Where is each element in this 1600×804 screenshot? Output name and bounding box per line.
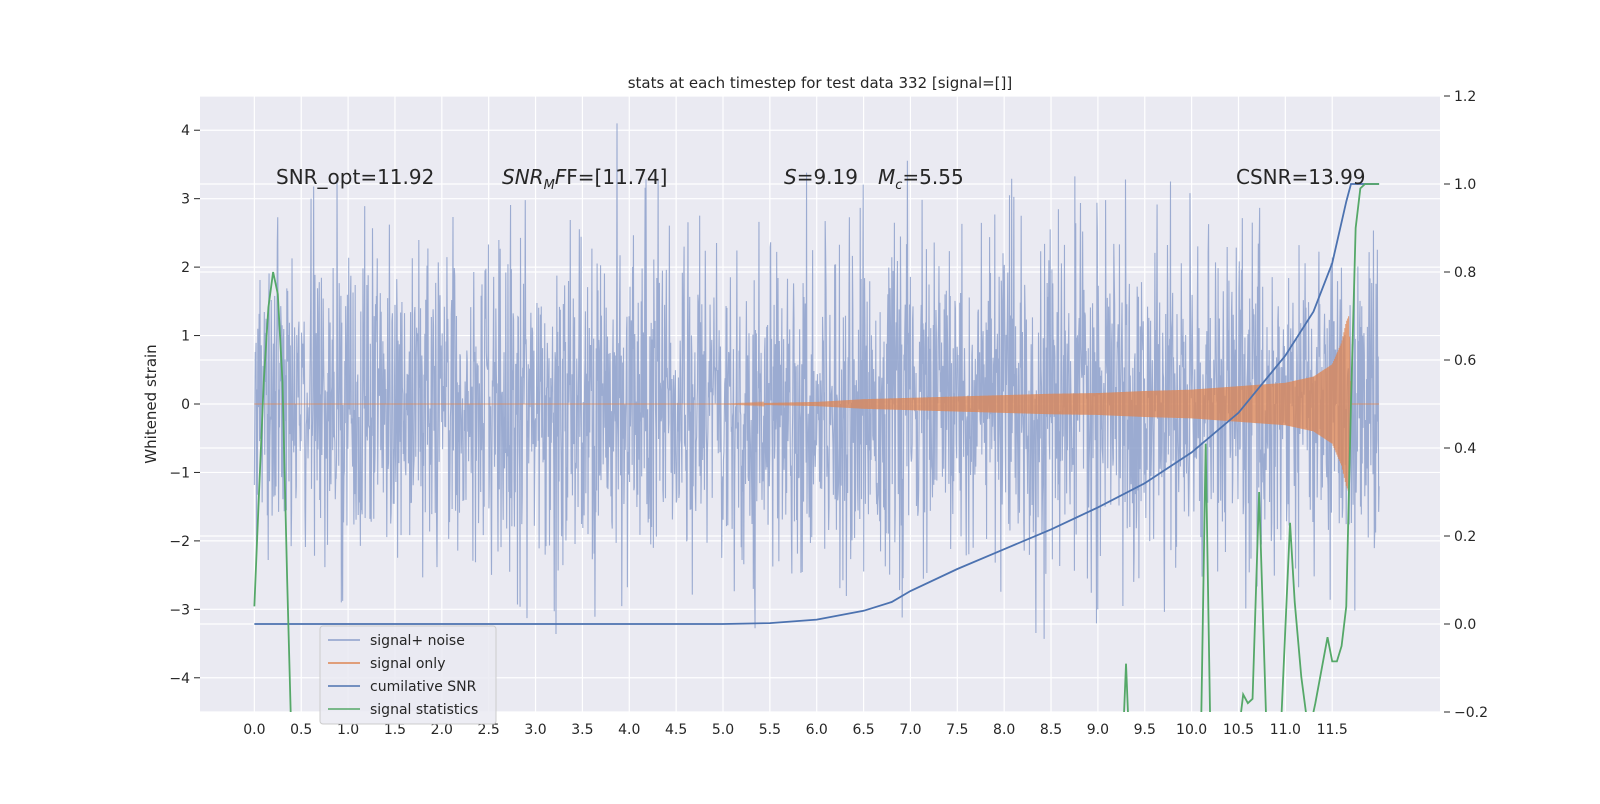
y-tick-label: −4: [169, 671, 190, 687]
y2-tick-label: 0.6: [1454, 353, 1476, 369]
x-tick-label: 3.0: [524, 722, 546, 738]
legend-label-signal-noise: signal+ noise: [370, 633, 465, 649]
legend: signal+ noise signal only cumilative SNR…: [319, 625, 497, 725]
x-tick-label: 8.0: [993, 722, 1015, 738]
series-line-cumulative-snr: [254, 183, 1380, 625]
y2-tick-label: 0.0: [1454, 617, 1476, 633]
y-tick-label: −2: [169, 534, 190, 550]
legend-label-signal-only: signal only: [370, 656, 445, 672]
y2-tick-label: −0.2: [1454, 705, 1488, 721]
annotation-snr-opt: SNR_opt=11.92: [276, 165, 434, 189]
x-tick-label: 0.5: [290, 722, 312, 738]
axis-layer: 0.0 0.5 1.0 1.5 2.0 2.5 3.0 3.5 4.0 4.5 5.0 5.5 6.0 6…: [169, 89, 1488, 738]
chart-title: stats at each timestep for test data 332…: [628, 74, 1013, 92]
x-tick-label: 10.5: [1223, 722, 1254, 738]
y-tick-label: 2: [181, 260, 190, 276]
x-tick-label: 4.5: [665, 722, 687, 738]
y2-tick-label: 1.2: [1454, 89, 1476, 105]
x-tick-label: 7.5: [946, 722, 968, 738]
y-tick-label: −1: [169, 465, 190, 481]
annotation-snr-mf: SNRMFF=[11.74]: [502, 165, 667, 193]
x-tick-label: 6.5: [852, 722, 874, 738]
x-tick-label: 4.0: [618, 722, 640, 738]
x-tick-label: 6.0: [806, 722, 828, 738]
y-tick-label: −3: [169, 602, 190, 618]
y-tick-label: 0: [181, 397, 190, 413]
y-axis-label: Whitened strain: [142, 344, 160, 463]
x-tick-label: 11.5: [1317, 722, 1348, 738]
x-tick-label: 9.0: [1087, 722, 1109, 738]
x-tick-label: 5.0: [712, 722, 734, 738]
y-tick-label: 3: [181, 192, 190, 208]
x-tick-label: 1.0: [337, 722, 359, 738]
y-tick-label: 1: [181, 329, 190, 345]
x-tick-label: 5.5: [759, 722, 781, 738]
x-tick-label: 0.0: [243, 722, 265, 738]
series-line-signal-statistics: [253, 183, 1380, 712]
x-tick-label: 8.5: [1040, 722, 1062, 738]
series-layer: [253, 123, 1380, 712]
x-tick-label: 7.0: [899, 722, 921, 738]
annotation-s: S=9.19: [784, 165, 858, 189]
x-tick-label: 1.5: [384, 722, 406, 738]
legend-label-signal-statistics: signal statistics: [370, 702, 478, 718]
legend-label-cumulative-snr: cumilative SNR: [370, 679, 477, 695]
annotation-csnr: CSNR=13.99: [1236, 165, 1366, 189]
x-tick-label: 2.5: [478, 722, 500, 738]
series-line-signal-only: [254, 316, 1380, 493]
legend-box: [319, 625, 497, 725]
series-line-signal-noise: [253, 123, 1380, 639]
x-tick-label: 2.0: [431, 722, 453, 738]
x-tick-label: 9.5: [1134, 722, 1156, 738]
x-tick-label: 10.0: [1176, 722, 1207, 738]
annotation-mc: Mc=5.55: [878, 165, 964, 193]
y2-tick-label: 1.0: [1454, 177, 1476, 193]
x-tick-label: 11.0: [1270, 722, 1301, 738]
x-tick-label: 3.5: [571, 722, 593, 738]
y2-tick-label: 0.4: [1454, 441, 1476, 457]
y2-tick-label: 0.8: [1454, 265, 1476, 281]
y-tick-label: 4: [181, 123, 190, 139]
y2-tick-label: 0.2: [1454, 529, 1476, 545]
